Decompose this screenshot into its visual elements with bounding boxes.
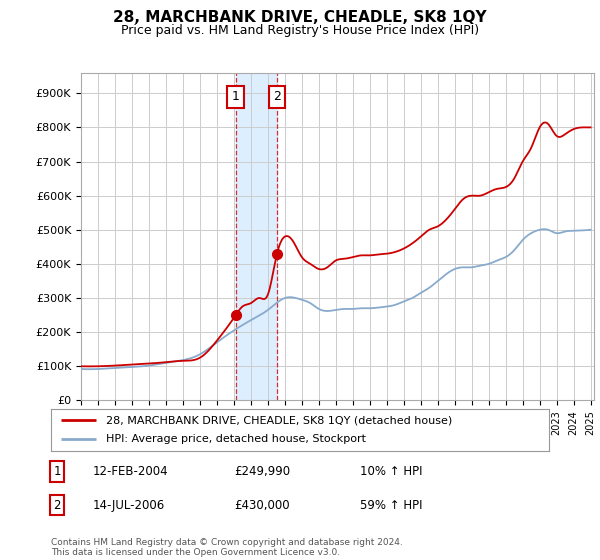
Text: £430,000: £430,000	[234, 498, 290, 512]
Text: 14-JUL-2006: 14-JUL-2006	[93, 498, 165, 512]
Text: Price paid vs. HM Land Registry's House Price Index (HPI): Price paid vs. HM Land Registry's House …	[121, 24, 479, 36]
Text: 2: 2	[273, 90, 281, 103]
Text: HPI: Average price, detached house, Stockport: HPI: Average price, detached house, Stoc…	[106, 435, 366, 445]
Text: 2: 2	[53, 498, 61, 512]
Text: 28, MARCHBANK DRIVE, CHEADLE, SK8 1QY (detached house): 28, MARCHBANK DRIVE, CHEADLE, SK8 1QY (d…	[106, 415, 452, 425]
Text: 59% ↑ HPI: 59% ↑ HPI	[360, 498, 422, 512]
Text: 10% ↑ HPI: 10% ↑ HPI	[360, 465, 422, 478]
Text: 28, MARCHBANK DRIVE, CHEADLE, SK8 1QY: 28, MARCHBANK DRIVE, CHEADLE, SK8 1QY	[113, 10, 487, 25]
Text: 1: 1	[232, 90, 239, 103]
Text: £249,990: £249,990	[234, 465, 290, 478]
Text: 1: 1	[53, 465, 61, 478]
Bar	[236, 73, 277, 400]
Text: Contains HM Land Registry data © Crown copyright and database right 2024.
This d: Contains HM Land Registry data © Crown c…	[51, 538, 403, 557]
Text: 12-FEB-2004: 12-FEB-2004	[93, 465, 169, 478]
